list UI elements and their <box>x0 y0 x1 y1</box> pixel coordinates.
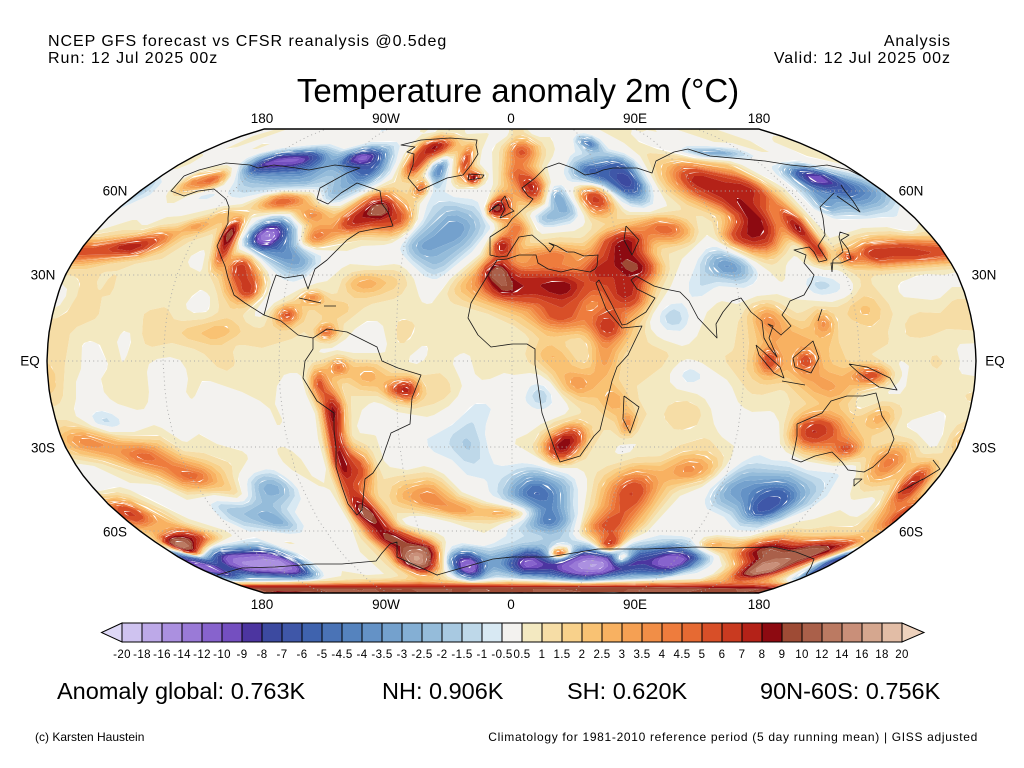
svg-text:-20: -20 <box>113 649 131 661</box>
svg-text:12: 12 <box>815 649 829 661</box>
svg-text:10: 10 <box>795 649 809 661</box>
svg-text:-5: -5 <box>317 649 328 661</box>
svg-text:-12: -12 <box>193 649 211 661</box>
svg-text:-3: -3 <box>397 649 408 661</box>
svg-text:6: 6 <box>719 649 726 661</box>
svg-text:-9: -9 <box>237 649 248 661</box>
svg-text:3.5: 3.5 <box>633 649 650 661</box>
svg-text:-1: -1 <box>477 649 488 661</box>
svg-text:-4: -4 <box>357 649 368 661</box>
svg-text:4: 4 <box>659 649 666 661</box>
svg-text:2: 2 <box>579 649 586 661</box>
svg-text:-2.5: -2.5 <box>411 649 432 661</box>
svg-text:-14: -14 <box>173 649 191 661</box>
svg-text:9: 9 <box>779 649 786 661</box>
svg-text:1.5: 1.5 <box>553 649 570 661</box>
svg-text:8: 8 <box>759 649 766 661</box>
svg-text:16: 16 <box>855 649 869 661</box>
svg-text:-0.5: -0.5 <box>491 649 512 661</box>
svg-text:-6: -6 <box>297 649 308 661</box>
svg-text:18: 18 <box>875 649 889 661</box>
svg-text:1: 1 <box>539 649 546 661</box>
svg-text:0.5: 0.5 <box>513 649 530 661</box>
svg-text:7: 7 <box>739 649 746 661</box>
svg-text:-3.5: -3.5 <box>371 649 392 661</box>
svg-text:-8: -8 <box>257 649 268 661</box>
svg-text:-16: -16 <box>153 649 171 661</box>
svg-text:-4.5: -4.5 <box>331 649 352 661</box>
svg-text:-2: -2 <box>437 649 448 661</box>
svg-text:-18: -18 <box>133 649 151 661</box>
svg-text:5: 5 <box>699 649 706 661</box>
svg-text:-10: -10 <box>213 649 231 661</box>
svg-text:20: 20 <box>895 649 909 661</box>
svg-text:-1.5: -1.5 <box>451 649 472 661</box>
svg-text:4.5: 4.5 <box>673 649 690 661</box>
svg-text:14: 14 <box>835 649 849 661</box>
svg-text:-7: -7 <box>277 649 288 661</box>
svg-text:3: 3 <box>619 649 626 661</box>
svg-text:2.5: 2.5 <box>593 649 610 661</box>
